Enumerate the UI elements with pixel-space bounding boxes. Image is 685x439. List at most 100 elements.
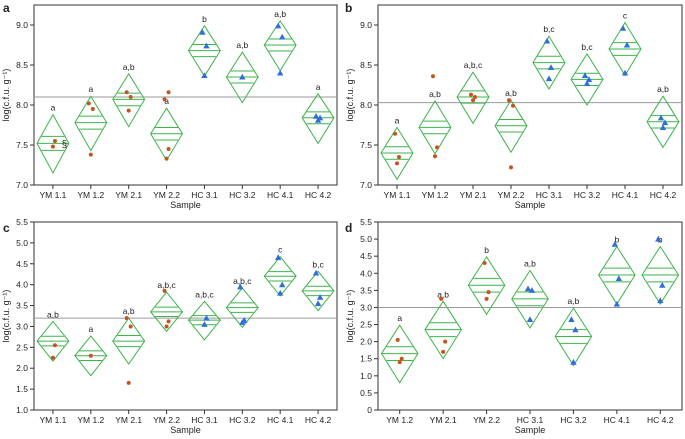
x-axis-label: Sample [515, 425, 546, 435]
data-point-hc [570, 358, 577, 365]
y-tick-label: 1.5 [360, 354, 372, 364]
mean-diamond [532, 35, 566, 90]
data-point-ym [507, 98, 511, 103]
significance-letter: a,b [123, 306, 135, 316]
panel-letter: d [345, 221, 352, 235]
significance-letter: a,b,c [195, 289, 214, 299]
mean-diamond [301, 92, 335, 145]
mean-diamond [112, 72, 146, 128]
annotation-symbol: § [62, 139, 68, 150]
x-tick-label: HC 4.1 [604, 415, 631, 425]
data-point-ym [50, 144, 55, 149]
y-tick-label: 7.5 [16, 140, 28, 150]
data-point-ym [126, 108, 131, 113]
mean-diamond [74, 95, 108, 152]
x-tick-label: HC 3.1 [517, 415, 544, 425]
data-point-hc [237, 283, 244, 290]
y-tick-label: 5.5 [360, 217, 372, 227]
data-point-hc [659, 124, 667, 130]
significance-letter: a [88, 324, 93, 334]
data-point-ym [511, 103, 515, 108]
x-tick-label: HC 3.2 [574, 190, 601, 200]
x-tick-label: HC 3.2 [560, 415, 587, 425]
data-point-ym [164, 324, 169, 329]
data-point-hc [201, 321, 208, 327]
chart-panel-d: d 0 0.5 1.0 1.5 2.0 2.5 3.0 3.5 4.0 4.5 5.0 5.5 log(c… [345, 217, 683, 435]
data-point-ym [482, 261, 487, 266]
y-tick-label: 4.0 [16, 280, 28, 290]
data-point-ym [88, 152, 93, 157]
x-tick-label: HC 3.1 [191, 190, 218, 200]
x-axis-label: Sample [170, 200, 201, 210]
data-point-hc [615, 275, 623, 281]
mean-diamond [570, 52, 604, 106]
y-tick-label: 4.0 [360, 268, 372, 278]
data-point-hc [547, 64, 555, 70]
x-tick-label: YM 1.1 [384, 190, 411, 200]
data-point-hc [278, 281, 286, 288]
y-tick-label: 3.0 [360, 302, 372, 312]
x-tick-label: HC 4.1 [612, 190, 639, 200]
data-point-hc [316, 294, 324, 300]
data-point-ym [509, 165, 513, 170]
data-point-ym [86, 101, 91, 106]
data-point-ym [431, 74, 435, 79]
data-point-ym [393, 131, 397, 136]
x-tick-label: YM 1.2 [422, 190, 449, 200]
data-point-hc [274, 22, 282, 29]
data-point-ym [486, 290, 491, 295]
data-point-ym [52, 139, 57, 143]
data-point-hc [524, 285, 532, 292]
mean-diamond [225, 51, 259, 104]
mean-diamond [263, 20, 297, 72]
data-point-ym [52, 343, 57, 348]
mean-diamond [301, 270, 335, 312]
data-point-hc [203, 42, 210, 49]
x-tick-label: YM 1.1 [39, 415, 66, 425]
y-tick-label: 3.5 [360, 285, 372, 295]
data-point-hc [621, 69, 629, 76]
data-point-ym [439, 296, 444, 301]
significance-letter: a [397, 313, 402, 323]
x-tick-label: YM 2.1 [115, 190, 142, 200]
plot-frame [377, 4, 683, 186]
significance-letter: a,b,c [157, 280, 176, 290]
significance-letter: a,b [437, 289, 449, 299]
data-point-hc [526, 316, 534, 322]
plot-frame [377, 221, 683, 411]
data-point-hc [583, 80, 591, 86]
data-point-hc [276, 289, 284, 296]
data-point-hc [314, 300, 322, 307]
data-point-hc [611, 241, 619, 247]
data-point-hc [316, 114, 324, 121]
data-point-hc [274, 254, 282, 261]
panel-letter: b [345, 1, 352, 15]
data-point-hc [623, 41, 631, 48]
data-point-hc [312, 113, 320, 119]
mean-diamond [467, 255, 506, 316]
y-tick-label: 2.0 [360, 337, 372, 347]
x-tick-label: HC 3.1 [191, 415, 218, 425]
y-tick-label: 3.5 [16, 301, 28, 311]
mean-diamond [36, 113, 70, 175]
x-axis-label: Sample [170, 425, 201, 435]
mean-diamond [646, 95, 680, 149]
x-tick-label: HC 4.2 [650, 190, 677, 200]
data-point-hc [241, 316, 248, 323]
data-point-ym [166, 319, 171, 324]
data-point-ym [484, 296, 489, 301]
significance-letter: b,c [312, 259, 324, 269]
mean-diamond [74, 335, 108, 377]
y-axis-label: log(c.f.u. g⁻¹) [345, 290, 355, 343]
data-point-ym [443, 339, 448, 344]
significance-letter: b,c [543, 24, 555, 34]
data-point-hc [657, 297, 664, 304]
data-point-hc [203, 314, 210, 321]
data-point-hc [659, 282, 666, 288]
mean-diamond [418, 100, 452, 155]
y-tick-label: 3.0 [16, 321, 28, 331]
data-point-ym [50, 355, 55, 360]
y-tick-label: 2.5 [360, 320, 372, 330]
significance-letter: a [395, 115, 400, 125]
